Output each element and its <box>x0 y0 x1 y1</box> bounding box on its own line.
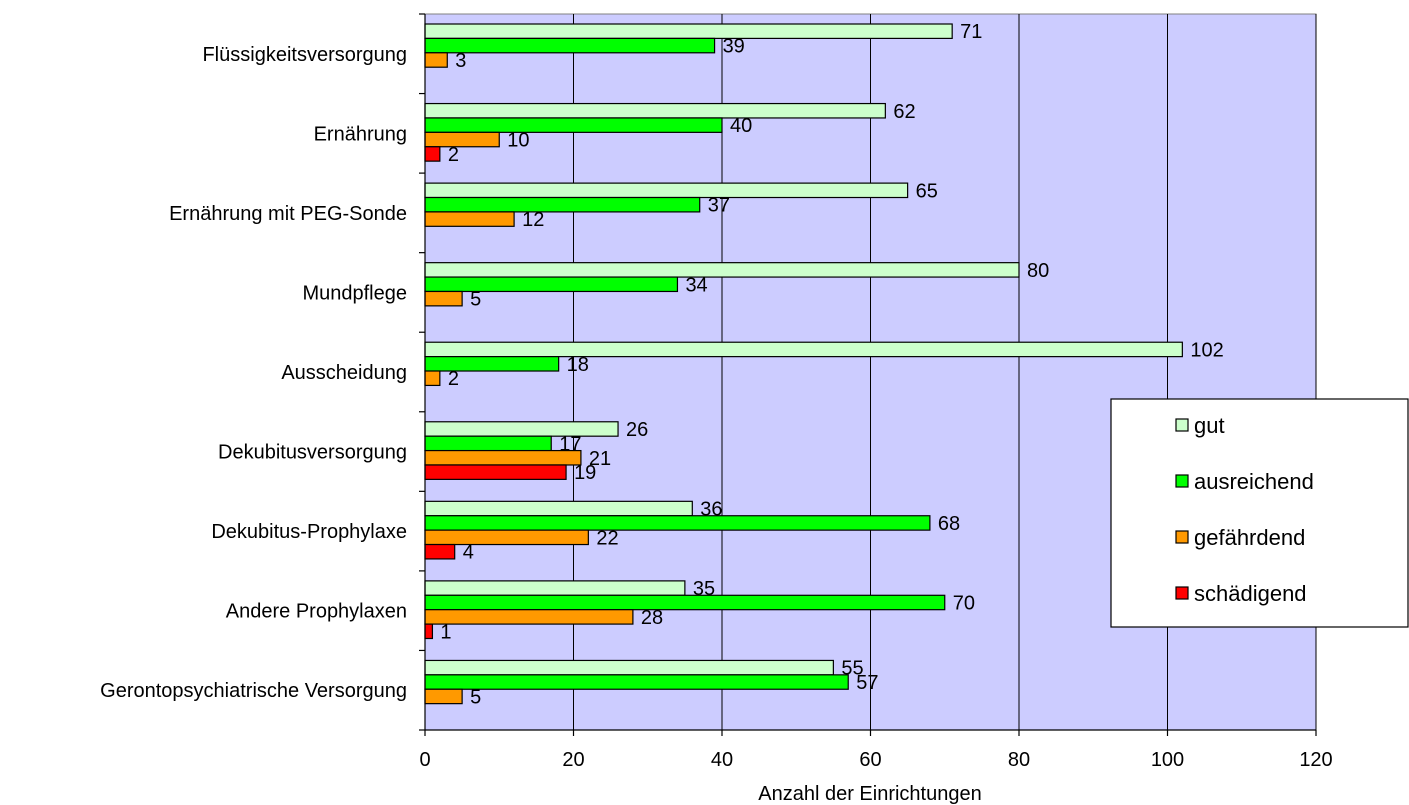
bar-8-0 <box>424 659 834 676</box>
bar-7-0 <box>424 580 686 596</box>
data-label-0-0: 71 <box>960 21 982 43</box>
data-label-6-2: 22 <box>596 527 618 549</box>
bar-7-1 <box>424 594 946 611</box>
x-tick-label-3: 60 <box>859 749 881 771</box>
category-label-2: Ernährung mit PEG-Sonde <box>169 203 407 225</box>
bar-8-1 <box>424 674 849 690</box>
bar-0-1 <box>424 37 716 54</box>
legend-box <box>1110 398 1409 628</box>
legend-label-1: ausreichend <box>1194 469 1314 494</box>
data-label-0-2: 3 <box>455 50 466 72</box>
bar-3-1 <box>424 276 679 293</box>
bar-4-0 <box>424 341 1183 358</box>
bar-0-0 <box>424 23 953 39</box>
legend-swatch-1 <box>1175 474 1189 488</box>
category-label-8: Gerontopsychiatrische Versorgung <box>100 680 407 702</box>
bar-7-2 <box>424 609 634 625</box>
data-label-5-0: 26 <box>626 419 648 441</box>
data-labels: 7139362401026537128034510218226172119366… <box>440 21 1223 708</box>
x-tick-label-0: 0 <box>419 749 430 771</box>
bar-6-0 <box>424 500 693 517</box>
bar-1-1 <box>424 117 723 133</box>
legend-label-2: gefährdend <box>1194 525 1305 550</box>
data-label-0-1: 39 <box>723 36 745 58</box>
bar-5-0 <box>424 421 619 437</box>
bar-0-2 <box>424 52 448 68</box>
data-label-2-0: 65 <box>916 180 938 202</box>
x-axis-title: Anzahl der Einrichtungen <box>758 783 981 805</box>
bar-1-0 <box>424 102 886 119</box>
bar-2-1 <box>424 196 701 213</box>
data-label-1-2: 10 <box>507 130 529 152</box>
x-tick-label-4: 80 <box>1008 749 1030 771</box>
bar-6-3 <box>424 543 456 560</box>
data-label-6-0: 36 <box>700 499 722 521</box>
data-label-1-1: 40 <box>730 115 752 137</box>
data-label-5-3: 19 <box>574 462 596 484</box>
data-label-7-2: 28 <box>641 607 663 629</box>
category-label-4: Ausscheidung <box>281 362 407 384</box>
bar-4-2 <box>424 370 441 387</box>
bars <box>424 23 1183 705</box>
legend-label-3: schädigend <box>1194 581 1307 606</box>
bar-2-2 <box>424 211 515 227</box>
x-tick-label-1: 20 <box>562 749 584 771</box>
bar-5-3 <box>424 464 567 480</box>
data-label-7-1: 70 <box>953 592 975 614</box>
category-label-1: Ernährung <box>314 123 407 145</box>
data-label-2-2: 12 <box>522 209 544 231</box>
bar-6-1 <box>424 515 931 531</box>
y-axis: Flüssigkeitsversorgung Ernährung Ernährung… <box>100 13 426 731</box>
x-tick-label-5: 100 <box>1151 749 1184 771</box>
data-label-5-2: 21 <box>589 448 611 470</box>
data-label-6-1: 68 <box>938 513 960 535</box>
data-label-4-0: 102 <box>1190 339 1223 361</box>
category-label-5: Dekubitusversorgung <box>218 442 407 464</box>
bar-1-2 <box>424 131 500 148</box>
data-label-7-3: 1 <box>440 621 451 643</box>
legend: gut ausreichend gefährdend schädigend <box>1110 398 1409 628</box>
data-label-8-2: 5 <box>470 686 481 708</box>
data-label-6-3: 4 <box>463 542 474 564</box>
data-label-1-0: 62 <box>893 101 915 123</box>
data-label-3-1: 34 <box>685 274 707 296</box>
data-label-4-2: 2 <box>448 368 459 390</box>
category-label-6: Dekubitus-Prophylaxe <box>211 521 407 543</box>
data-label-3-0: 80 <box>1027 260 1049 282</box>
category-label-7: Andere Prophylaxen <box>226 601 407 623</box>
bar-3-0 <box>424 262 1020 278</box>
bar-4-1 <box>424 356 560 372</box>
data-label-8-0: 55 <box>841 658 863 680</box>
data-label-5-1: 17 <box>559 433 581 455</box>
data-label-1-3: 2 <box>448 144 459 166</box>
data-label-7-0: 35 <box>693 578 715 600</box>
x-axis: 0 20 40 60 80 100 120 <box>419 729 1333 771</box>
bar-7-3 <box>424 623 434 640</box>
bar-5-1 <box>424 435 552 452</box>
data-label-3-2: 5 <box>470 289 481 311</box>
bar-3-2 <box>424 290 463 307</box>
legend-label-0: gut <box>1194 413 1225 438</box>
data-label-4-1: 18 <box>567 354 589 376</box>
bar-2-0 <box>424 182 909 199</box>
bar-8-2 <box>424 688 463 705</box>
legend-swatch-2 <box>1175 530 1189 544</box>
legend-swatch-3 <box>1175 586 1189 600</box>
category-label-3: Mundpflege <box>302 282 407 304</box>
bar-1-3 <box>424 146 441 162</box>
data-label-8-1: 57 <box>856 672 878 694</box>
legend-swatch-0 <box>1175 418 1189 432</box>
x-tick-label-2: 40 <box>711 749 733 771</box>
x-tick-label-6: 120 <box>1299 749 1332 771</box>
bar-6-2 <box>424 529 589 546</box>
bar-5-2 <box>424 449 582 466</box>
data-label-2-1: 37 <box>708 195 730 217</box>
category-label-0: Flüssigkeitsversorgung <box>202 44 407 66</box>
